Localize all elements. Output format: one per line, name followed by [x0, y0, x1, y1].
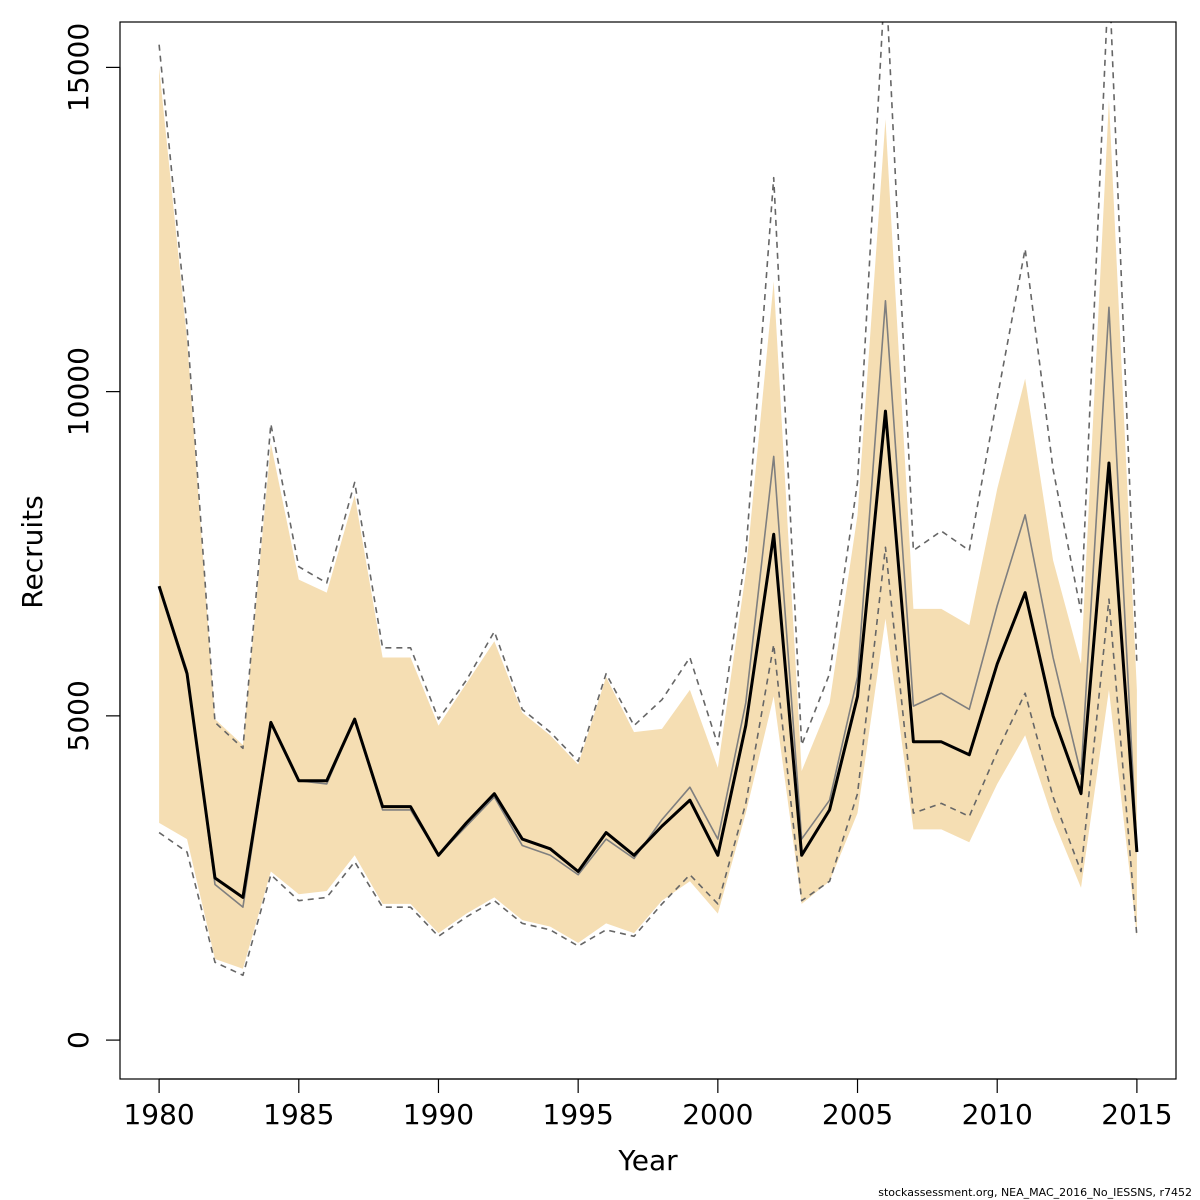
y-axis-title: Recruits — [16, 495, 49, 608]
series-line-upper-dashed — [158, 22, 1138, 763]
x-tick-label: 2005 — [822, 1098, 893, 1131]
confidence-band-layer — [159, 67, 1137, 969]
footer-credit: stockassessment.org, NEA_MAC_2016_No_IES… — [878, 1186, 1192, 1199]
x-axis: 1980 1985 1990 1995 2000 2005 2010 2015 — [123, 1078, 1173, 1131]
y-tick-label: 10000 — [62, 347, 95, 436]
x-tick-label: 1990 — [403, 1098, 474, 1131]
series-line-lower-dashed — [158, 546, 1138, 977]
x-tick-label: 2010 — [962, 1098, 1033, 1131]
series-layer — [157, 22, 1139, 977]
x-tick-label: 1985 — [263, 1098, 334, 1131]
y-axis: 0 5000 10000 15000 — [62, 23, 121, 1049]
y-tick-label: 5000 — [62, 680, 95, 751]
x-tick-label: 2000 — [682, 1098, 753, 1131]
x-tick-label: 1980 — [123, 1098, 194, 1131]
x-tick-label: 1995 — [543, 1098, 614, 1131]
x-tick-label: 2015 — [1101, 1098, 1172, 1131]
y-tick-label: 0 — [62, 1031, 95, 1049]
x-axis-title: Year — [617, 1144, 678, 1177]
y-tick-label: 15000 — [62, 23, 95, 112]
confidence-band — [159, 67, 1137, 969]
series-line-black-estimate — [157, 409, 1139, 899]
